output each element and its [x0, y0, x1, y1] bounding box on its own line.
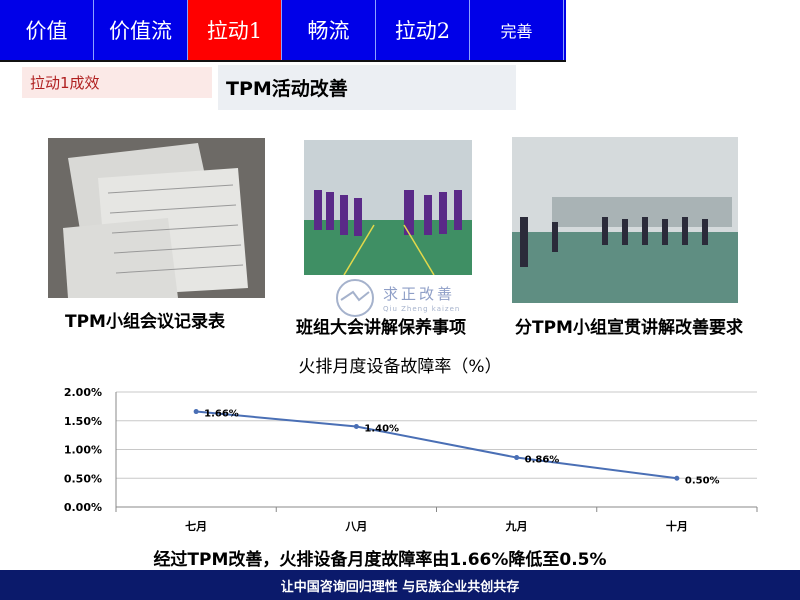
tab-changliu[interactable]: 畅流 — [282, 0, 376, 60]
series-line — [196, 410, 678, 480]
top-nav: 价值 价值流 拉动1 畅流 拉动2 完善 — [0, 0, 566, 62]
photo-caption: TPM小组会议记录表 — [65, 312, 225, 332]
data-point — [193, 409, 199, 415]
svg-text:求正改善: 求正改善 — [383, 285, 455, 303]
photo-caption: 分TPM小组宣贯讲解改善要求 — [515, 318, 743, 338]
tab-ladong2[interactable]: 拉动2 — [376, 0, 470, 60]
x-tick-label: 九月 — [505, 519, 528, 533]
group-briefing-photo — [512, 137, 738, 303]
tab-ladong1[interactable]: 拉动1 — [188, 0, 282, 60]
data-point — [353, 424, 359, 429]
meeting-records-photo — [48, 138, 265, 298]
data-label: 0.50% — [685, 475, 720, 486]
section-label: 拉动1成效 — [22, 67, 212, 98]
svg-text:Qiu Zheng kaizen: Qiu Zheng kaizen — [383, 305, 460, 313]
data-point — [514, 455, 520, 461]
x-tick-label: 十月 — [666, 519, 688, 533]
y-tick-label: 1.50% — [64, 415, 102, 428]
tab-wanshan[interactable]: 完善 — [470, 0, 564, 60]
data-label: 1.66% — [204, 409, 239, 420]
tab-jiazhi[interactable]: 价值 — [0, 0, 94, 60]
chart-title: 火排月度设备故障率（%） — [298, 357, 502, 377]
line-chart: 0.00% 0.50% 1.00% 1.50% 2.00% 七月 八月 九月 十月 1.66% 1.… — [64, 386, 758, 533]
summary-text: 经过TPM改善，火排设备月度故障率由1.66%降低至0.5% — [153, 550, 607, 570]
tab-jiazhiliu[interactable]: 价值流 — [94, 0, 188, 60]
data-label: 1.40% — [364, 424, 399, 435]
watermark-logo: 求正改善 Qiu Zheng kaizen — [336, 279, 460, 317]
x-tick-label: 八月 — [344, 520, 367, 533]
x-tick-label: 七月 — [185, 519, 207, 533]
data-point — [674, 475, 680, 481]
y-tick-label: 0.50% — [64, 472, 102, 485]
page-title: TPM活动改善 — [218, 65, 516, 110]
photo-caption: 班组大会讲解保养事项 — [296, 318, 466, 338]
y-tick-label: 1.00% — [64, 444, 102, 457]
y-tick-label: 0.00% — [64, 501, 102, 514]
footer-slogan: 让中国咨询回归理性 与民族企业共创共存 — [0, 570, 800, 600]
y-tick-label: 2.00% — [64, 386, 102, 399]
team-meeting-photo — [304, 140, 472, 275]
data-label: 0.86% — [525, 455, 560, 466]
